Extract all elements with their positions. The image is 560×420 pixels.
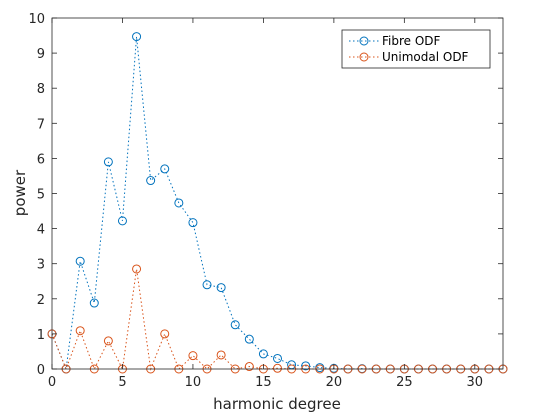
data-point-unimodal-odf: [216, 350, 226, 360]
plot-background: [52, 18, 503, 369]
data-point-unimodal-odf: [273, 363, 282, 373]
data-point-fibre-odf: [301, 361, 311, 371]
x-tick-label: 15: [255, 375, 272, 390]
y-tick-label: 5: [37, 188, 45, 203]
series-line-unimodal-odf: [51, 268, 503, 371]
legend-marker-unimodal-odf: [359, 52, 369, 62]
x-tick-label: 5: [118, 375, 126, 390]
data-point-fibre-odf: [174, 198, 184, 208]
data-point-fibre-odf: [146, 176, 156, 186]
x-tick-label: 10: [185, 375, 202, 390]
y-tick-label: 6: [37, 152, 45, 167]
data-point-fibre-odf: [75, 256, 85, 266]
legend-marker-fibre-odf: [359, 36, 369, 46]
x-tick-label: 0: [48, 375, 56, 390]
y-tick-label: 0: [37, 363, 45, 378]
y-tick-label: 10: [28, 12, 45, 27]
y-axis-label: power: [11, 169, 29, 216]
y-tick-label: 2: [37, 293, 45, 308]
data-point-fibre-odf: [160, 164, 170, 174]
data-point-fibre-odf: [258, 349, 268, 359]
y-tick-label: 7: [37, 117, 45, 132]
data-point-unimodal-odf: [188, 351, 198, 361]
x-axis-label: harmonic degree: [213, 395, 341, 413]
x-tick-label: 30: [467, 375, 484, 390]
data-point-unimodal-odf: [244, 362, 254, 372]
ticks-layer: 0 5 10 15 20 25 30 0 1 2 3 4 5 6 7 8 9 10: [28, 12, 503, 390]
y-tick-label: 3: [37, 258, 45, 273]
y-tick-label: 4: [37, 223, 45, 238]
x-tick-label: 25: [396, 375, 413, 390]
data-point-fibre-odf: [230, 320, 240, 330]
data-point-fibre-odf: [103, 157, 113, 167]
data-point-unimodal-odf: [75, 326, 85, 336]
legend-label-unimodal-odf: Unimodal ODF: [382, 50, 469, 64]
data-point-fibre-odf: [202, 280, 212, 290]
y-tick-label: 8: [37, 82, 45, 97]
legend: Fibre ODF Unimodal ODF: [341, 29, 491, 69]
data-point-unimodal-odf: [103, 336, 113, 346]
legend-label-fibre-odf: Fibre ODF: [382, 34, 441, 48]
legend-box: [341, 29, 491, 69]
data-point-fibre-odf: [216, 283, 226, 293]
y-tick-label: 1: [37, 328, 45, 343]
y-tick-label: 9: [37, 47, 45, 62]
data-point-fibre-odf: [132, 32, 142, 42]
data-point-unimodal-odf: [160, 329, 170, 339]
data-point-fibre-odf: [244, 334, 254, 344]
data-point-fibre-odf: [89, 298, 99, 308]
data-point-fibre-odf: [188, 218, 198, 228]
x-tick-label: 20: [326, 375, 343, 390]
data-point-fibre-odf: [273, 353, 282, 363]
data-point-fibre-odf: [117, 216, 127, 226]
data-point-unimodal-odf: [132, 264, 142, 274]
